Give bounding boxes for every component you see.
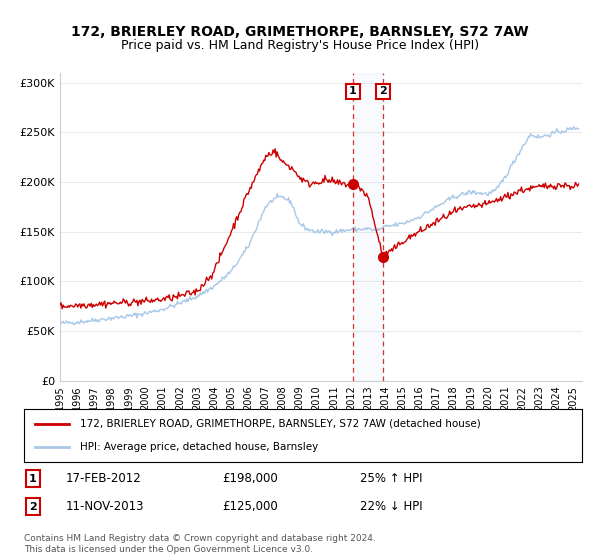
Text: 1: 1 — [349, 86, 357, 96]
Text: 2: 2 — [379, 86, 387, 96]
Text: £198,000: £198,000 — [222, 472, 278, 486]
Text: 172, BRIERLEY ROAD, GRIMETHORPE, BARNSLEY, S72 7AW (detached house): 172, BRIERLEY ROAD, GRIMETHORPE, BARNSLE… — [80, 419, 481, 429]
Text: Price paid vs. HM Land Registry's House Price Index (HPI): Price paid vs. HM Land Registry's House … — [121, 39, 479, 52]
Text: 17-FEB-2012: 17-FEB-2012 — [66, 472, 142, 486]
Text: This data is licensed under the Open Government Licence v3.0.: This data is licensed under the Open Gov… — [24, 545, 313, 554]
Text: 22% ↓ HPI: 22% ↓ HPI — [360, 500, 422, 514]
Text: HPI: Average price, detached house, Barnsley: HPI: Average price, detached house, Barn… — [80, 442, 318, 452]
Text: 2: 2 — [29, 502, 37, 512]
Text: £125,000: £125,000 — [222, 500, 278, 514]
Text: 172, BRIERLEY ROAD, GRIMETHORPE, BARNSLEY, S72 7AW: 172, BRIERLEY ROAD, GRIMETHORPE, BARNSLE… — [71, 25, 529, 39]
Text: 11-NOV-2013: 11-NOV-2013 — [66, 500, 145, 514]
Text: 25% ↑ HPI: 25% ↑ HPI — [360, 472, 422, 486]
Text: 1: 1 — [29, 474, 37, 484]
Bar — [353, 73, 383, 381]
Text: Contains HM Land Registry data © Crown copyright and database right 2024.: Contains HM Land Registry data © Crown c… — [24, 534, 376, 543]
